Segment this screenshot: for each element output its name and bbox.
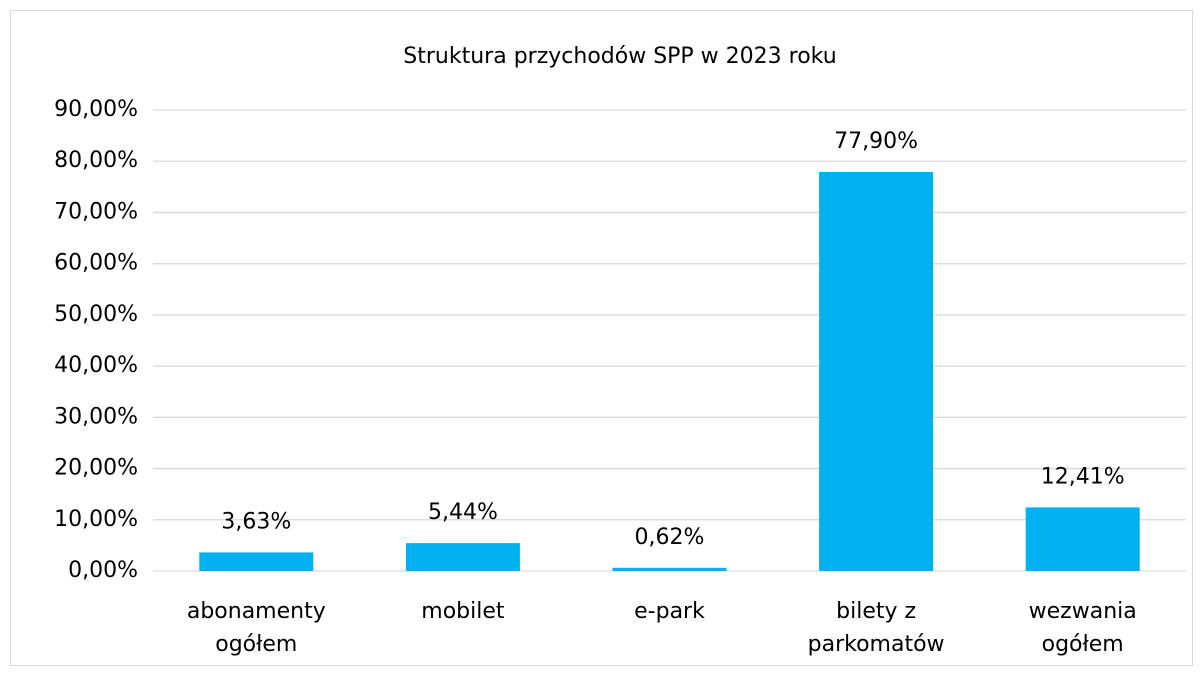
y-tick-label: 80,00%	[54, 148, 138, 173]
y-tick-label: 70,00%	[54, 199, 138, 224]
y-tick-label: 20,00%	[54, 456, 138, 481]
y-tick-label: 50,00%	[54, 302, 138, 327]
y-tick-label: 40,00%	[54, 353, 138, 378]
data-label: 5,44%	[428, 500, 498, 525]
data-label: 0,62%	[635, 525, 705, 550]
x-tick-label: wezwania ogółem	[1028, 599, 1137, 657]
bar	[405, 543, 520, 571]
bar	[612, 567, 727, 571]
bar	[819, 171, 934, 571]
data-label: 77,90%	[834, 129, 918, 154]
bar	[1025, 507, 1140, 571]
y-tick-label: 0,00%	[68, 558, 138, 583]
y-tick-label: 60,00%	[54, 251, 138, 276]
x-tick-label: abonamenty ogółem	[186, 599, 326, 657]
chart-border	[10, 10, 1193, 666]
y-tick-label: 90,00%	[54, 97, 138, 122]
y-tick-label: 30,00%	[54, 404, 138, 429]
y-tick-label: 10,00%	[54, 507, 138, 532]
x-tick-label: mobilet	[421, 599, 505, 624]
x-tick-label: e-park	[634, 599, 705, 624]
x-tick-label: bilety z parkomatów	[807, 599, 945, 657]
data-label: 3,63%	[221, 509, 291, 534]
data-label: 12,41%	[1041, 464, 1125, 489]
chart-title: Struktura przychodów SPP w 2023 roku	[403, 44, 836, 69]
bar	[199, 552, 314, 571]
